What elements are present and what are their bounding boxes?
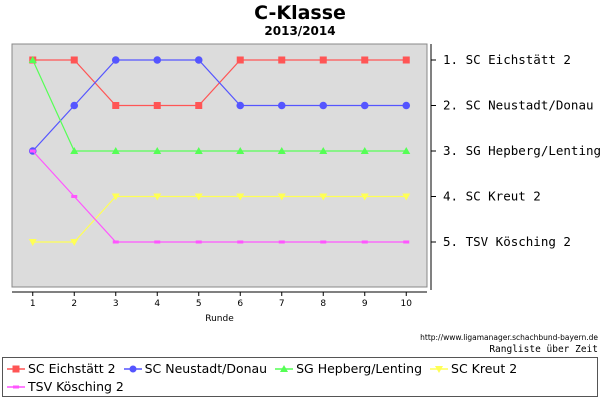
legend-item: SG Hepberg/Lenting xyxy=(275,361,422,376)
data-point xyxy=(111,56,120,64)
data-point xyxy=(28,239,37,246)
chart-subtitle: 2013/2014 xyxy=(264,24,336,38)
x-tick-label: 1 xyxy=(30,299,36,309)
x-tick-label: 7 xyxy=(279,299,285,309)
chart-legend: SC Eichstätt 2 SC Neustadt/Donau SG Hepber… xyxy=(2,357,598,397)
data-point xyxy=(319,147,328,154)
data-point xyxy=(153,56,162,64)
legend-swatch xyxy=(275,364,294,372)
legend-label: SC Neustadt/Donau xyxy=(144,361,268,376)
data-point xyxy=(111,147,120,154)
data-point xyxy=(153,147,162,154)
data-point xyxy=(277,101,286,110)
data-point xyxy=(195,240,202,244)
data-point xyxy=(194,193,203,201)
data-point xyxy=(194,147,203,154)
plot-area xyxy=(11,43,428,288)
data-point xyxy=(71,195,78,198)
data-point xyxy=(195,102,203,109)
legend-item: SC Eichstätt 2 xyxy=(7,361,116,376)
data-point xyxy=(319,56,327,64)
data-point xyxy=(194,56,203,64)
data-point xyxy=(278,240,285,244)
legend-swatch xyxy=(7,365,25,372)
data-point xyxy=(154,240,161,244)
rank-label: 5. TSV Kösching 2 xyxy=(443,234,571,249)
data-point xyxy=(360,147,369,154)
chart-title: C-Klasse xyxy=(254,2,346,24)
data-point xyxy=(278,56,286,64)
x-axis-label: Runde xyxy=(205,314,234,324)
data-point xyxy=(319,193,328,201)
legend-row: TSV Kösching 2 xyxy=(7,379,132,394)
legend-row: SC Eichstätt 2 SC Neustadt/Donau SG Hepber… xyxy=(7,361,525,376)
x-tick-label: 6 xyxy=(237,299,243,309)
series-line xyxy=(32,59,407,152)
x-tick-label: 3 xyxy=(113,299,119,309)
data-point xyxy=(153,193,162,201)
data-point xyxy=(29,149,36,153)
series-line xyxy=(32,150,407,243)
legend-label: SG Hepberg/Lenting xyxy=(296,361,423,376)
data-point xyxy=(402,101,411,110)
legend-swatch xyxy=(7,385,25,388)
legend-label: SC Kreut 2 xyxy=(451,361,518,376)
data-point xyxy=(402,56,410,64)
data-point xyxy=(277,147,286,154)
data-point xyxy=(70,147,79,154)
legend-swatch xyxy=(430,365,449,373)
legend-label: SC Eichstätt 2 xyxy=(28,361,116,376)
data-point xyxy=(236,193,245,201)
legend-label: TSV Kösching 2 xyxy=(28,379,124,394)
data-point xyxy=(236,101,245,110)
x-tick-label: 10 xyxy=(401,299,413,309)
data-point xyxy=(153,102,161,109)
data-point xyxy=(361,56,369,64)
data-point xyxy=(111,193,120,201)
data-point xyxy=(360,193,369,201)
data-point xyxy=(361,240,368,244)
rank-label: 3. SG Hepberg/Lenting xyxy=(443,143,600,158)
data-point xyxy=(277,193,286,201)
credit-text: Rangliste über Zeit xyxy=(489,344,598,355)
data-point xyxy=(237,240,244,244)
data-point xyxy=(402,147,411,154)
x-tick-label: 8 xyxy=(320,299,326,309)
x-tick-label: 4 xyxy=(154,299,160,309)
rank-label: 2. SC Neustadt/Donau xyxy=(443,98,594,113)
data-point xyxy=(28,56,37,63)
credit-url: http://www.ligamanager.schachbund-bayern… xyxy=(420,333,598,342)
rank-label: 4. SC Kreut 2 xyxy=(443,189,541,204)
legend-item: TSV Kösching 2 xyxy=(7,379,124,394)
data-point xyxy=(236,56,244,64)
legend-item: SC Neustadt/Donau xyxy=(123,361,268,376)
x-tick-label: 2 xyxy=(71,299,77,309)
data-point xyxy=(112,102,120,109)
data-point xyxy=(320,240,327,244)
data-point xyxy=(319,101,328,110)
data-point xyxy=(236,147,245,154)
data-point xyxy=(70,239,79,246)
data-point xyxy=(403,240,410,244)
legend-item: SC Kreut 2 xyxy=(430,361,517,376)
data-point xyxy=(70,56,78,64)
legend-swatch xyxy=(123,365,142,372)
series-line xyxy=(32,59,407,152)
x-tick-label: 9 xyxy=(362,299,368,309)
rank-label: 1. SC Eichstätt 2 xyxy=(443,52,571,67)
x-tick-label: 5 xyxy=(196,299,202,309)
data-point xyxy=(112,240,119,244)
data-point xyxy=(402,193,411,201)
data-point xyxy=(360,101,369,110)
data-point xyxy=(70,101,79,110)
